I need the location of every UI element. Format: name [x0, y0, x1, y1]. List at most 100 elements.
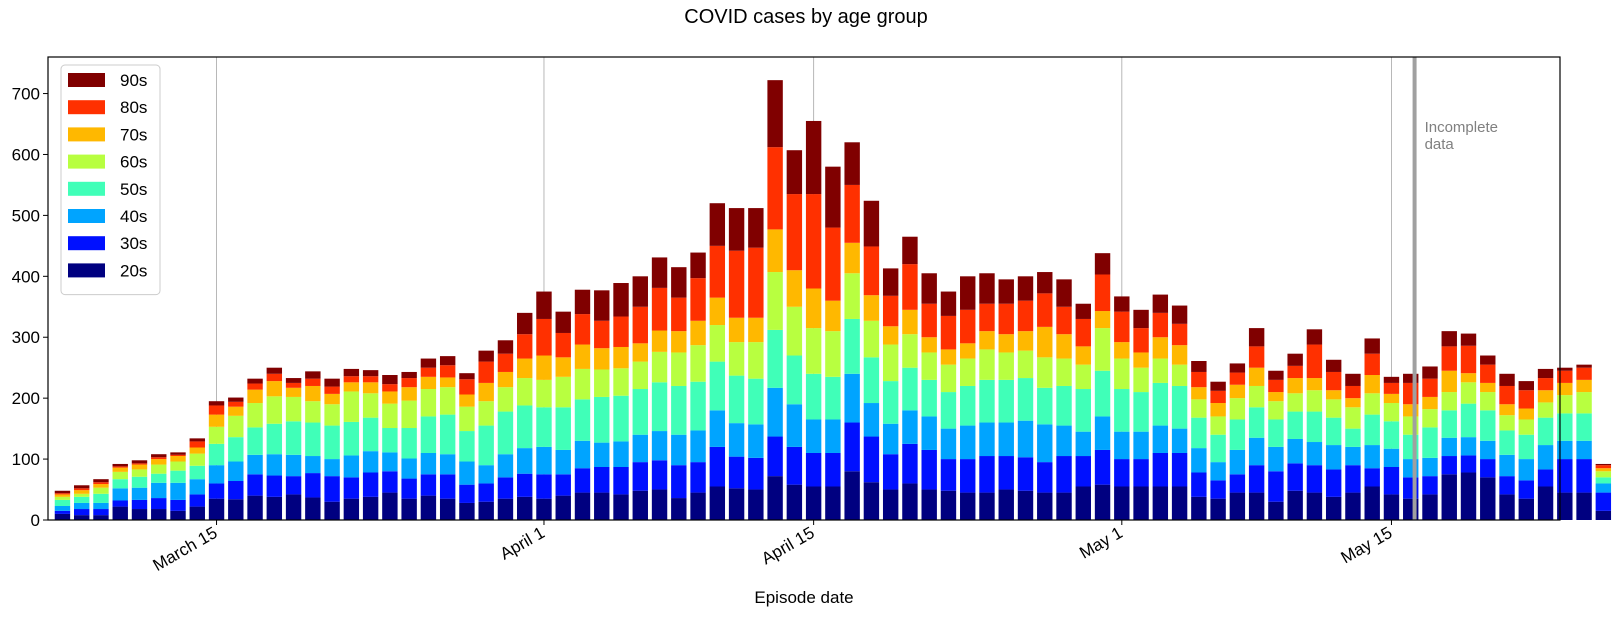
bar-segment-50s — [1037, 387, 1053, 425]
bar-segment-30s — [285, 476, 302, 495]
bar-segment-40s — [998, 422, 1014, 457]
bar-segment-20s — [1248, 492, 1265, 520]
bar-segment-20s — [748, 489, 764, 520]
bar-segment-90s — [1133, 309, 1149, 329]
bar-segment-40s — [940, 428, 957, 460]
bar-segment-20s — [343, 498, 360, 520]
bar-segment-50s — [401, 428, 417, 459]
bar-segment-60s — [1114, 358, 1130, 390]
bar-segment-70s — [882, 326, 899, 345]
bar-segment-30s — [960, 459, 976, 493]
bar-segment-60s — [93, 487, 109, 494]
bar-segment-40s — [613, 441, 629, 467]
bar-segment-80s — [1133, 328, 1149, 353]
bar-segment-20s — [151, 509, 167, 520]
bar-segment-40s — [305, 456, 321, 474]
x-axis-label: Episode date — [754, 588, 853, 607]
bar-segment-90s — [228, 397, 244, 402]
bar-segment-80s — [1325, 371, 1342, 391]
bar-segment-40s — [1114, 431, 1130, 460]
bar-segment-60s — [478, 401, 494, 426]
bar-segment-90s — [247, 378, 263, 384]
legend-label: 50s — [120, 180, 147, 199]
bar-segment-40s — [343, 455, 360, 478]
bar-segment-20s — [555, 495, 571, 520]
bar-segment-70s — [459, 394, 475, 407]
annotation-text: data — [1425, 136, 1455, 153]
bar-segment-50s — [555, 407, 571, 450]
bar-segment-60s — [882, 344, 899, 382]
bar-segment-90s — [728, 208, 745, 251]
bar-segment-20s — [825, 486, 841, 520]
bar-segment-80s — [805, 194, 822, 289]
bar-segment-40s — [902, 410, 918, 444]
bar-segment-80s — [54, 493, 71, 495]
bar-segment-50s — [1017, 378, 1034, 421]
bar-segment-40s — [382, 452, 398, 472]
bar-segment-20s — [690, 492, 706, 520]
bar-segment-90s — [1325, 359, 1342, 372]
bar-segment-40s — [362, 451, 379, 473]
bar-segment-30s — [266, 475, 283, 497]
bar-segment-80s — [1094, 274, 1111, 312]
bar-segment-80s — [1460, 345, 1477, 374]
bar-segment-20s — [1422, 494, 1438, 520]
bar-segment-70s — [728, 317, 745, 343]
bar-segment-50s — [1557, 413, 1573, 441]
bar-segment-50s — [1075, 389, 1091, 432]
bar-segment-40s — [1383, 448, 1400, 467]
bar-segment-90s — [1383, 376, 1400, 383]
bar-segment-90s — [709, 203, 726, 246]
bar-segment-80s — [1518, 390, 1534, 409]
bar-segment-60s — [574, 368, 591, 400]
bar-segment-90s — [497, 340, 514, 354]
bar-segment-90s — [517, 312, 533, 335]
bar-segment-40s — [1017, 420, 1034, 458]
y-tick-label: 0 — [31, 511, 40, 530]
bar-segment-50s — [882, 381, 899, 424]
bar-segment-60s — [728, 342, 745, 376]
bar-segment-50s — [1383, 421, 1400, 449]
bar-segment-90s — [1056, 279, 1072, 307]
bar-segment-20s — [1441, 474, 1457, 520]
bar-segment-20s — [305, 497, 321, 520]
bar-segment-20s — [979, 492, 995, 520]
bar-segment-60s — [1576, 392, 1592, 414]
bar-segment-70s — [324, 393, 340, 405]
bar-segment-20s — [189, 506, 205, 520]
bar-segment-80s — [208, 405, 225, 415]
bar-segment-70s — [517, 358, 533, 379]
bar-segment-30s — [1171, 452, 1188, 487]
y-tick-label: 300 — [12, 328, 40, 347]
bar-segment-20s — [1152, 486, 1169, 520]
bar-segment-20s — [940, 490, 957, 520]
bar-segment-50s — [1191, 417, 1207, 449]
bar-segment-50s — [1345, 428, 1361, 447]
bar-segment-80s — [960, 309, 976, 344]
bar-segment-80s — [1152, 312, 1169, 338]
bar-segment-40s — [497, 454, 514, 478]
bar-segment-80s — [748, 247, 764, 318]
bar-segment-40s — [651, 431, 668, 461]
bar-segment-40s — [285, 454, 302, 477]
bar-segment-60s — [1364, 393, 1380, 415]
bar-segment-60s — [902, 334, 918, 368]
bar-segment-60s — [1345, 407, 1361, 429]
bar-segment-90s — [478, 350, 494, 362]
legend-label: 90s — [120, 71, 147, 90]
bar-segment-60s — [420, 389, 437, 417]
bar-segment-90s — [1094, 253, 1111, 275]
bar-segment-70s — [1248, 367, 1265, 386]
bar-segment-70s — [1499, 404, 1515, 416]
bar-segment-70s — [1094, 311, 1111, 329]
bar-segment-70s — [1441, 370, 1457, 393]
bar-segment-70s — [228, 406, 244, 416]
bar-segment-80s — [613, 316, 629, 347]
bar-segment-20s — [382, 492, 398, 520]
bar-segment-30s — [786, 446, 803, 485]
bar-segment-80s — [151, 457, 167, 460]
bar-segment-40s — [1248, 437, 1265, 466]
bar-segment-20s — [1094, 484, 1111, 520]
bar-segment-30s — [1075, 456, 1091, 487]
